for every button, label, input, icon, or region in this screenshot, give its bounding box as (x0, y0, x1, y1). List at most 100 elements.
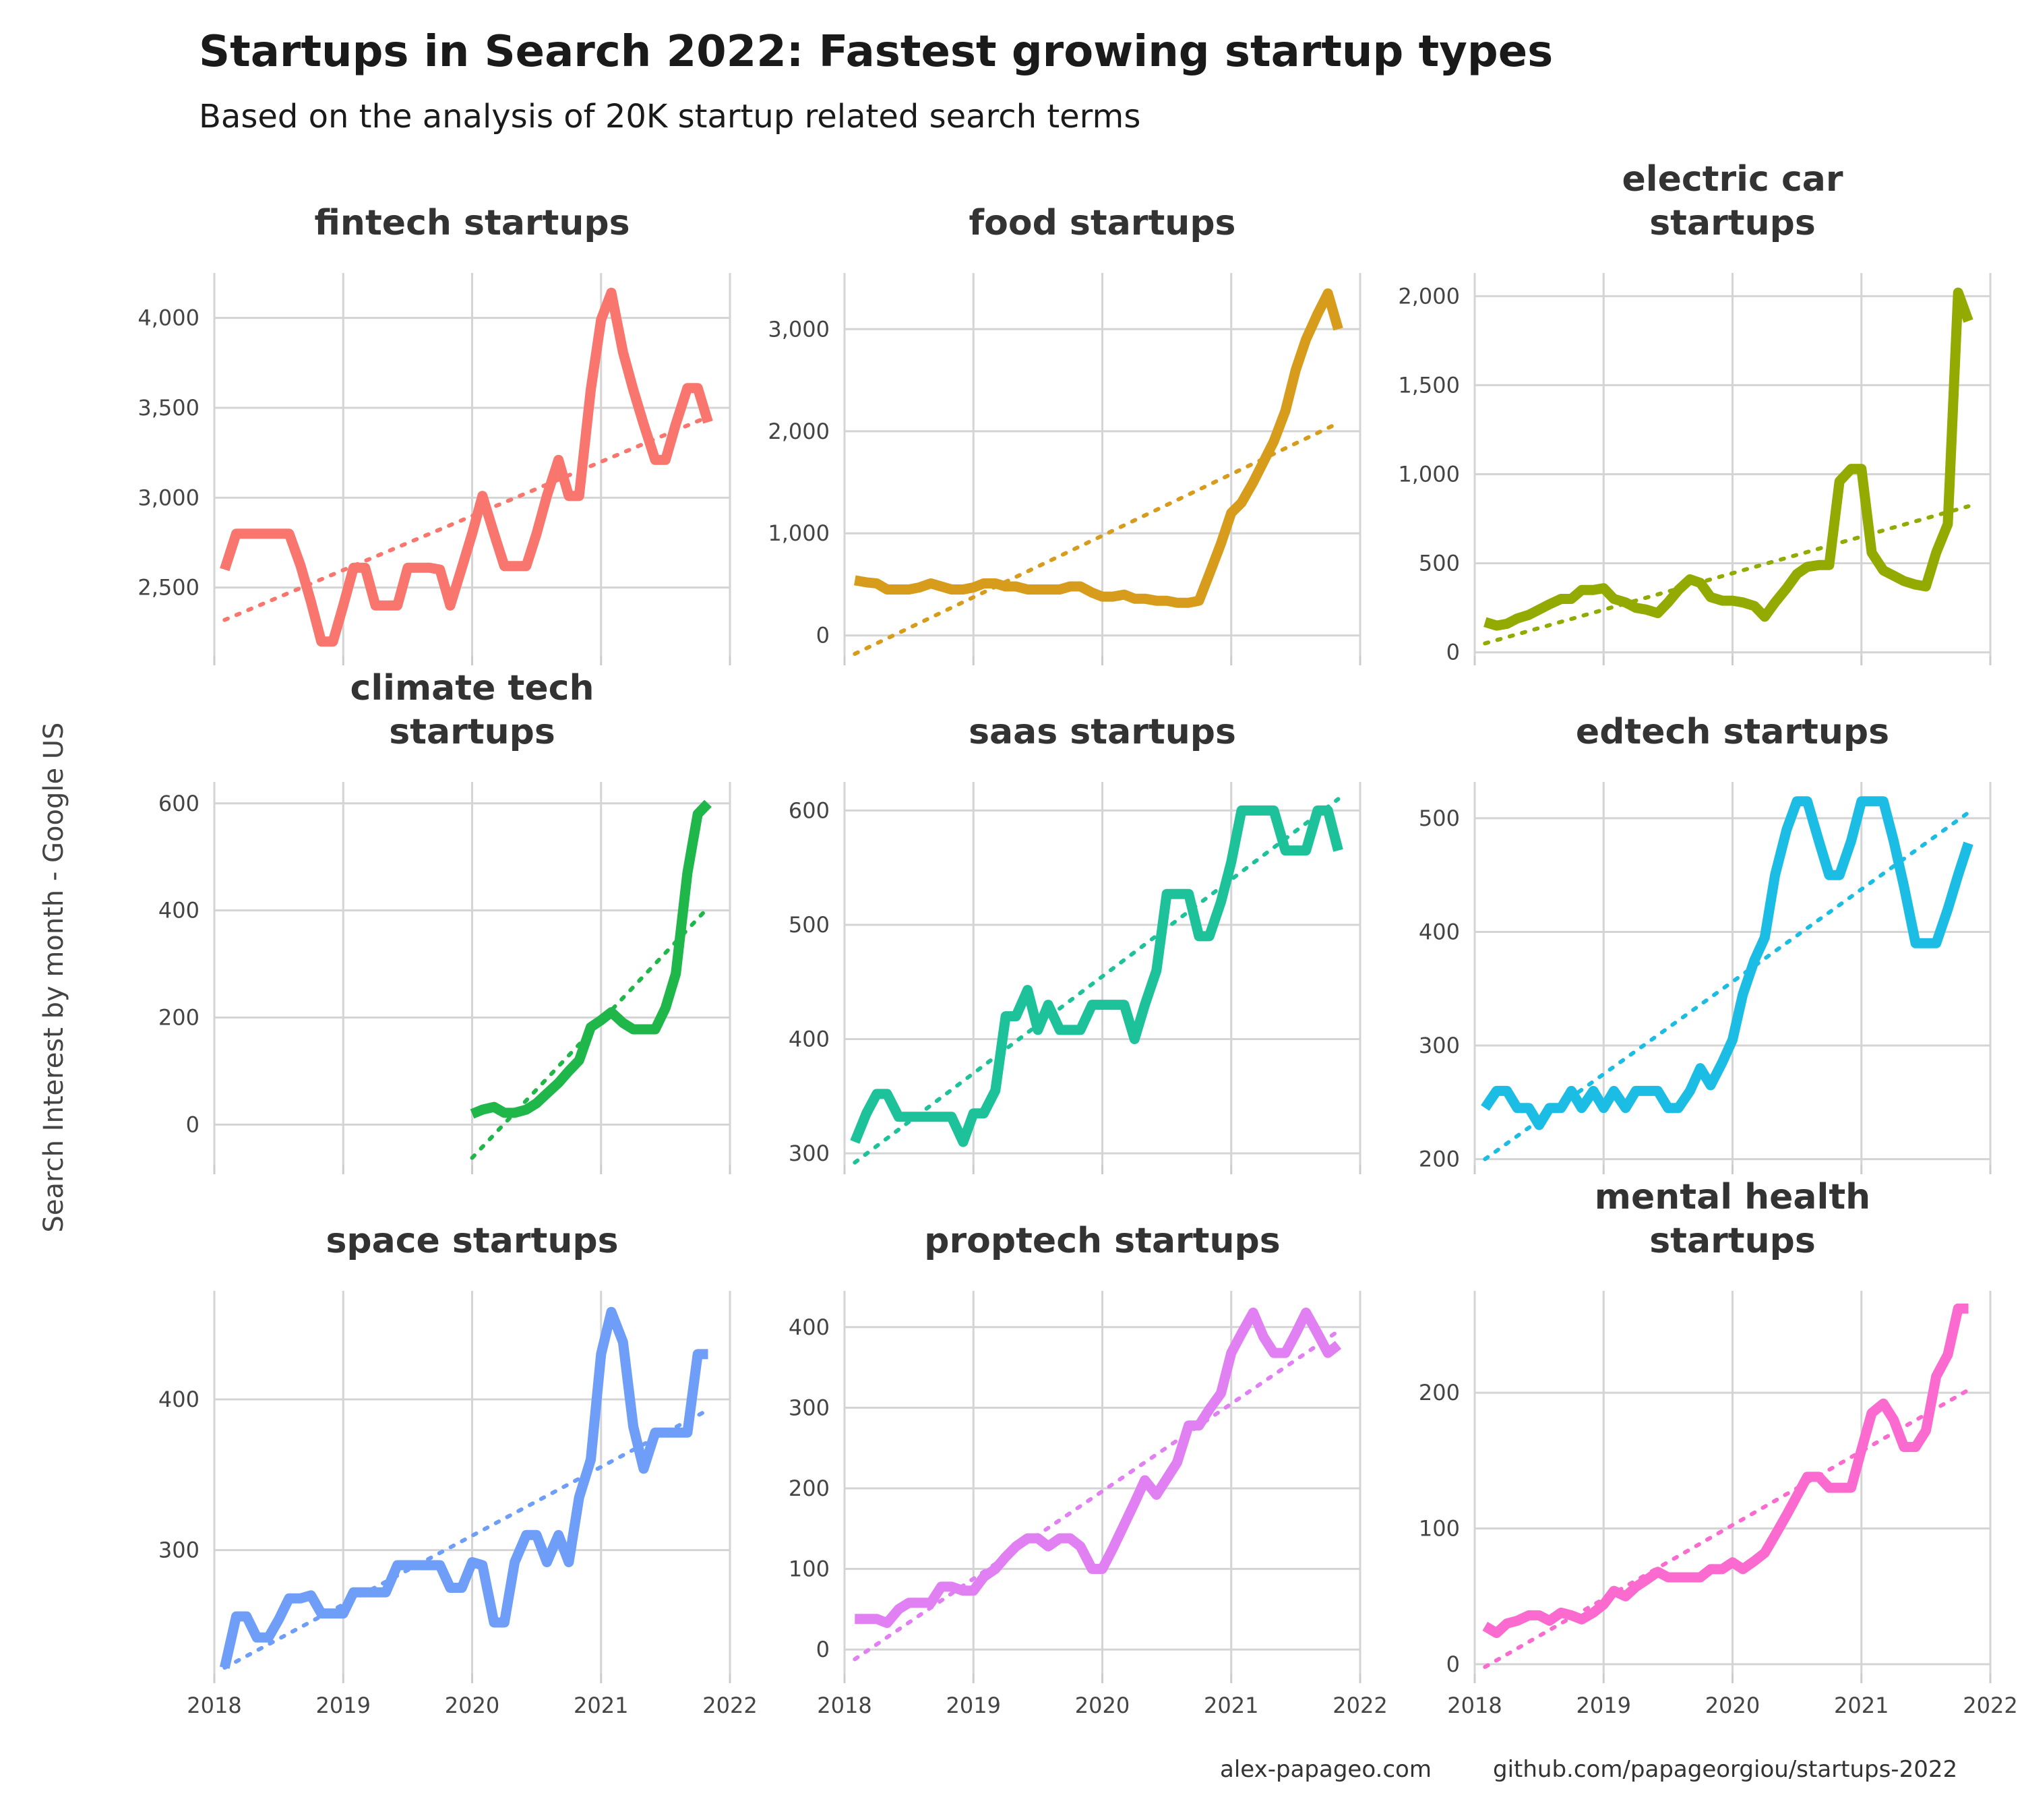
data-point (1262, 460, 1266, 464)
panel-title: space startups (326, 1221, 618, 1261)
data-point (1795, 799, 1799, 803)
data-point (1763, 936, 1767, 940)
data-point (588, 1025, 592, 1029)
data-point (1709, 1083, 1713, 1087)
data-point (1548, 602, 1552, 606)
data-point (1101, 595, 1105, 599)
data-point (1068, 584, 1072, 588)
data-point (1946, 1353, 1950, 1357)
data-point (1304, 337, 1308, 341)
data-point (1058, 1536, 1062, 1540)
data-point (524, 564, 528, 568)
data-point (1827, 1486, 1831, 1490)
data-point (1548, 1618, 1552, 1622)
data-point (1934, 551, 1938, 555)
data-point (1229, 511, 1233, 515)
data-point (1219, 1391, 1223, 1395)
data-point (950, 1585, 954, 1589)
series-line-electric-car-startups (1483, 287, 1973, 631)
data-point (1656, 1570, 1660, 1574)
data-point (1580, 1617, 1584, 1621)
data-point (588, 388, 592, 392)
data-point (1849, 839, 1853, 843)
data-point (1122, 1523, 1126, 1527)
data-point (492, 532, 496, 536)
data-point (1837, 873, 1841, 877)
data-point (1870, 799, 1874, 803)
data-point (245, 1614, 249, 1618)
data-point (1316, 1331, 1320, 1335)
data-point (1175, 1461, 1179, 1465)
data-point (1795, 1494, 1799, 1498)
data-point (653, 458, 657, 462)
data-point (567, 1560, 571, 1565)
x-tick-label: 2018 (187, 1693, 241, 1718)
data-point (427, 566, 431, 570)
data-point (1293, 368, 1297, 372)
data-point (534, 1533, 539, 1537)
data-point (557, 458, 561, 462)
data-point (961, 1140, 965, 1144)
data-point (1666, 1575, 1670, 1579)
data-point (1262, 1335, 1266, 1339)
data-point (696, 812, 700, 816)
data-point (1763, 1551, 1767, 1555)
data-point (235, 1614, 239, 1618)
data-point (674, 1430, 678, 1434)
y-tick-label: 100 (1419, 1515, 1460, 1541)
data-point (1924, 1428, 1928, 1432)
panel-title: saas startups (969, 712, 1236, 752)
data-point (982, 1575, 986, 1579)
data-point (1827, 873, 1831, 877)
panel-saas-startups: 300 400 500 600 saas startups (789, 712, 1361, 1174)
data-point (1720, 1060, 1724, 1064)
data-point (1870, 551, 1874, 555)
y-tick-label: 400 (158, 898, 200, 923)
data-point (1165, 1477, 1169, 1481)
data-point (1892, 574, 1896, 578)
data-point (674, 422, 678, 426)
data-point (1483, 1106, 1487, 1110)
panel-title: startups (1649, 203, 1816, 243)
data-point (1132, 597, 1136, 601)
data-point (1634, 1089, 1638, 1093)
data-point (1026, 588, 1030, 592)
y-tick-label: 300 (789, 1395, 830, 1420)
data-point (406, 566, 410, 570)
series-line-food-startups (854, 288, 1343, 608)
data-point (1122, 593, 1126, 597)
data-point (632, 1027, 636, 1031)
data-point (1698, 1575, 1703, 1579)
data-point (1014, 1014, 1018, 1019)
data-point (245, 532, 249, 536)
y-tick-label: 200 (789, 1476, 830, 1501)
trend-line (853, 421, 1341, 656)
data-point (1612, 597, 1616, 601)
data-point (266, 1635, 270, 1639)
data-point (1688, 577, 1692, 581)
data-point (1207, 1407, 1211, 1412)
data-point (1014, 584, 1018, 588)
data-point (1601, 1602, 1605, 1606)
data-point (632, 388, 636, 392)
data-point (1913, 582, 1918, 586)
data-point (1197, 599, 1201, 603)
data-point (1262, 808, 1266, 812)
data-point (557, 1081, 561, 1085)
data-point (853, 578, 857, 582)
data-point (1004, 584, 1008, 588)
data-point (1155, 1493, 1159, 1497)
data-point (621, 350, 625, 354)
data-point (1956, 1306, 1960, 1310)
panel-proptech-startups: 0 100 200 300 400 2018 2019 2020 2021 2022 proptec… (789, 1221, 1388, 1718)
data-point (1251, 1310, 1255, 1314)
data-point (1569, 597, 1573, 601)
data-point (1785, 586, 1789, 590)
data-point (299, 564, 303, 568)
data-point (1326, 291, 1330, 295)
data-point (1187, 1424, 1191, 1428)
series-line-fintech-startups (220, 287, 713, 647)
data-point (1197, 1424, 1201, 1428)
data-point (1752, 1559, 1756, 1563)
data-point (1569, 1089, 1573, 1093)
